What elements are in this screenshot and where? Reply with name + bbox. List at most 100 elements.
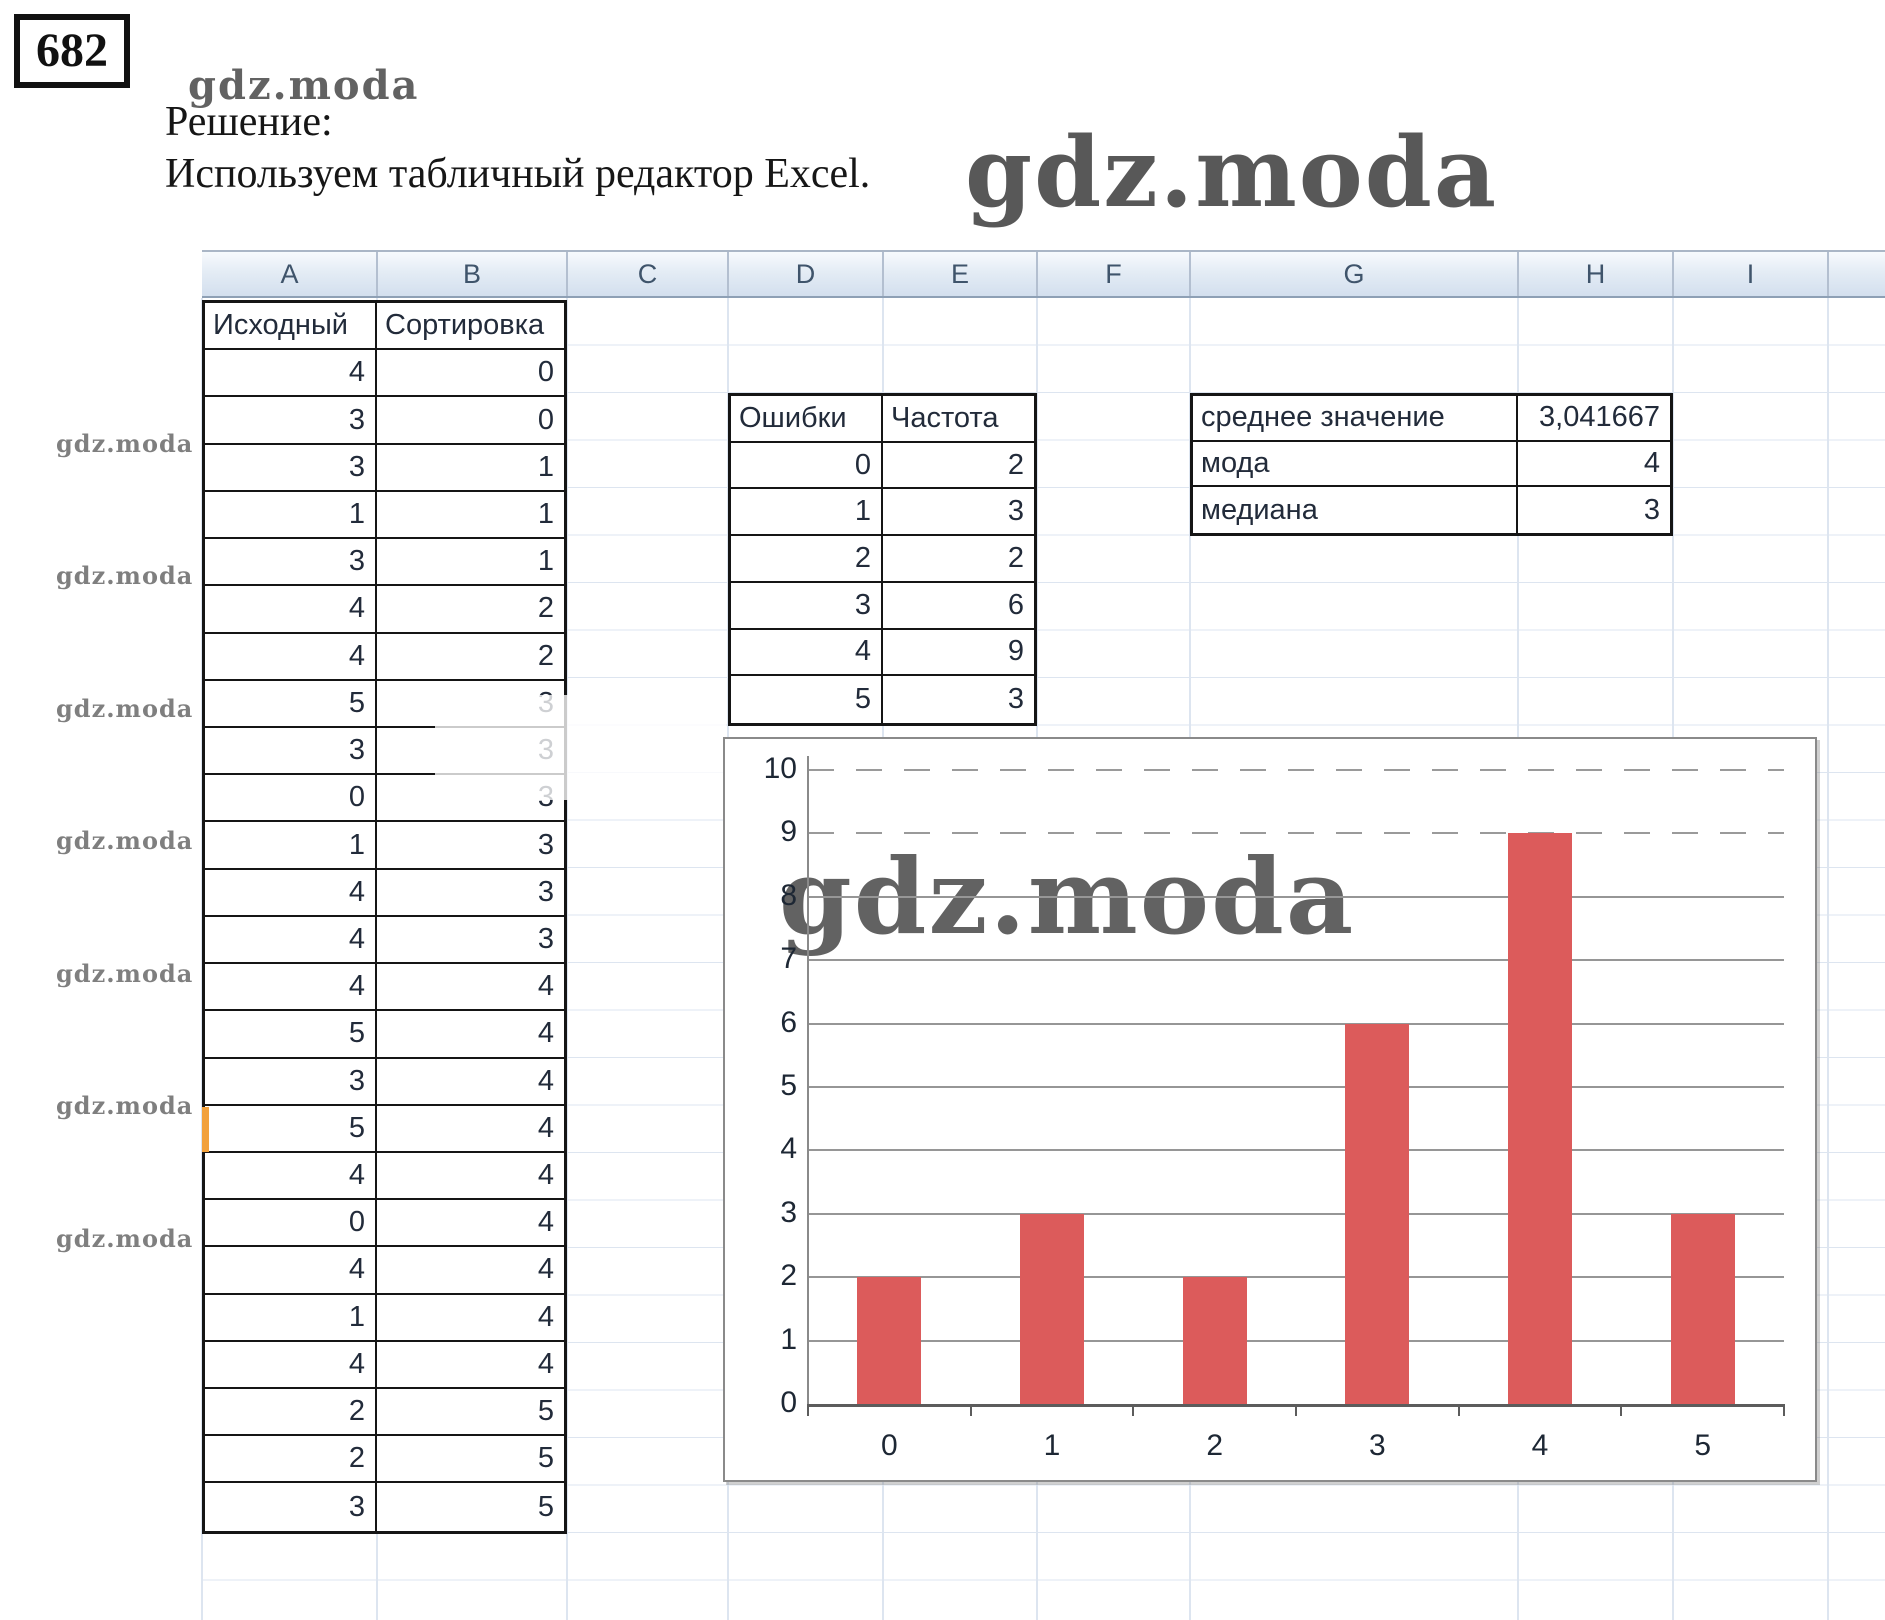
cell-original-row8[interactable]: 5: [205, 680, 377, 728]
cell-original-row2[interactable]: 3: [205, 397, 377, 445]
chart-gridline-8: [808, 895, 1784, 898]
frequency-column-header[interactable]: Частота: [883, 396, 1034, 443]
bar-category-5[interactable]: [1670, 1213, 1735, 1404]
cell-original-row18[interactable]: 4: [205, 1152, 377, 1201]
cell-frequency-value[interactable]: 3: [883, 489, 1034, 537]
bar-category-0[interactable]: [857, 1277, 922, 1404]
cell-error-value[interactable]: 4: [731, 629, 883, 677]
cell-original-row4[interactable]: 1: [205, 491, 377, 540]
bar-category-3[interactable]: [1345, 1023, 1410, 1404]
mode-value[interactable]: 4: [1518, 442, 1670, 488]
cell-error-value[interactable]: 5: [731, 676, 883, 723]
cell-sorted-row4[interactable]: 1: [377, 492, 564, 540]
column-header-strip[interactable]: A B C D E F G H I: [202, 250, 1885, 298]
cell-sorted-row20[interactable]: 4: [377, 1247, 564, 1295]
mean-label[interactable]: среднее значение: [1193, 396, 1518, 442]
bar-category-2[interactable]: [1182, 1277, 1247, 1404]
y-axis-label-8: 8: [780, 878, 797, 912]
cell-frequency-value[interactable]: 6: [883, 583, 1034, 630]
cell-original-row12[interactable]: 4: [205, 869, 377, 917]
cell-sorted-row21[interactable]: 4: [377, 1295, 564, 1342]
median-label[interactable]: медиана: [1193, 487, 1518, 533]
cell-original-row21[interactable]: 1: [205, 1294, 377, 1342]
cell-original-row11[interactable]: 1: [205, 822, 377, 870]
cell-sorted-row17[interactable]: 4: [377, 1106, 564, 1153]
column-header-F[interactable]: F: [1105, 259, 1122, 289]
cell-sorted-row3[interactable]: 1: [377, 445, 564, 492]
column-header-E[interactable]: E: [950, 259, 969, 289]
cell-original-row6[interactable]: 4: [205, 586, 377, 634]
cell-original-row19[interactable]: 0: [205, 1200, 377, 1248]
cell-sorted-row13[interactable]: 3: [377, 917, 564, 965]
cell-original-row14[interactable]: 4: [205, 964, 377, 1012]
cell-sorted-row14[interactable]: 4: [377, 964, 564, 1012]
column-header-G[interactable]: G: [1343, 259, 1365, 289]
cell-original-row23[interactable]: 2: [205, 1389, 377, 1437]
cell-original-row10[interactable]: 0: [205, 775, 377, 823]
x-axis-label-3: 3: [1368, 1429, 1386, 1462]
cell-sorted-row16[interactable]: 4: [377, 1059, 564, 1106]
cell-original-row20[interactable]: 4: [205, 1247, 377, 1295]
cell-sorted-row2[interactable]: 0: [377, 397, 564, 445]
y-axis: [807, 756, 809, 1404]
margin-watermark: gdz.moda: [56, 561, 194, 590]
cell-sorted-row24[interactable]: 5: [377, 1436, 564, 1484]
column-header-H[interactable]: H: [1585, 259, 1606, 289]
cell-original-row5[interactable]: 3: [205, 539, 377, 587]
cell-error-value[interactable]: 3: [731, 582, 883, 630]
cell-sorted-row19[interactable]: 4: [377, 1200, 564, 1248]
cell-original-row24[interactable]: 2: [205, 1436, 377, 1484]
bar-category-4[interactable]: [1508, 833, 1572, 1404]
column-header-A[interactable]: A: [280, 259, 299, 289]
cell-sorted-row7[interactable]: 2: [377, 634, 564, 681]
cell-sorted-row11[interactable]: 3: [377, 822, 564, 870]
mode-label[interactable]: мода: [1193, 441, 1518, 488]
cell-frequency-value[interactable]: 9: [883, 630, 1034, 677]
cell-original-row13[interactable]: 4: [205, 916, 377, 965]
cell-original-row17[interactable]: 5: [205, 1105, 377, 1153]
cell-sorted-row6[interactable]: 2: [377, 586, 564, 634]
cell-original-row15[interactable]: 5: [205, 1011, 377, 1059]
cell-sorted-row25[interactable]: 5: [537, 1490, 554, 1523]
bar-category-1[interactable]: [1020, 1213, 1084, 1404]
column-header-D[interactable]: D: [795, 259, 816, 289]
errors-column-header[interactable]: Ошибки: [731, 396, 883, 443]
chart-gridline-9: [808, 832, 1784, 835]
cell-error-value[interactable]: 2: [731, 536, 883, 583]
cell-original-row9[interactable]: 3: [205, 727, 377, 776]
chart-gridline-3: [808, 1212, 1784, 1215]
frequency-table: Ошибки Частота 0 2 1 3 2 2 3 6 4 9 5 3: [728, 393, 1037, 726]
cell-original-row1[interactable]: 4: [205, 350, 377, 398]
cell-original-row7[interactable]: 4: [205, 633, 377, 681]
cell-frequency-value[interactable]: 2: [883, 536, 1034, 583]
cell-original-row16[interactable]: 3: [205, 1058, 377, 1106]
column-header-I[interactable]: I: [1746, 259, 1755, 289]
cell-frequency-value[interactable]: 2: [883, 443, 1034, 490]
column-header-C[interactable]: C: [637, 259, 658, 289]
cell-sorted-row15[interactable]: 4: [377, 1011, 564, 1059]
sorted-column-header[interactable]: Сортировка: [377, 303, 564, 351]
column-divider: [376, 252, 378, 296]
cell-error-value[interactable]: 0: [731, 442, 883, 490]
cell-original-row3[interactable]: 3: [205, 444, 377, 492]
cell-sorted-row1[interactable]: 0: [377, 350, 564, 398]
cell-sorted-row23[interactable]: 5: [377, 1389, 564, 1437]
column-header-B[interactable]: B: [462, 259, 481, 289]
original-column-header[interactable]: Исходный: [205, 303, 377, 351]
cell-sorted-row22[interactable]: 4: [377, 1342, 564, 1390]
x-axis-tick: [1132, 1407, 1135, 1416]
x-axis-label-2: 2: [1206, 1429, 1223, 1462]
cell-sorted-row5[interactable]: 1: [377, 539, 564, 587]
mean-value[interactable]: 3,041667: [1518, 396, 1670, 442]
cell-original-row25[interactable]: 3: [205, 1483, 377, 1531]
cell-error-value[interactable]: 1: [731, 489, 883, 537]
median-value[interactable]: 3: [1643, 493, 1660, 526]
chart-frame[interactable]: gdz.moda 0 1 2 3 4 5 6 7 8 9 10 0 1 2 3 4 5: [723, 737, 1817, 1482]
cell-sorted-row18[interactable]: 4: [377, 1153, 564, 1201]
cell-original-row22[interactable]: 4: [205, 1341, 377, 1390]
y-axis-label-4: 4: [780, 1132, 797, 1166]
cell-frequency-value[interactable]: 3: [1007, 683, 1024, 716]
x-axis-label-5: 5: [1694, 1429, 1711, 1462]
cell-sorted-row12[interactable]: 3: [377, 870, 564, 917]
